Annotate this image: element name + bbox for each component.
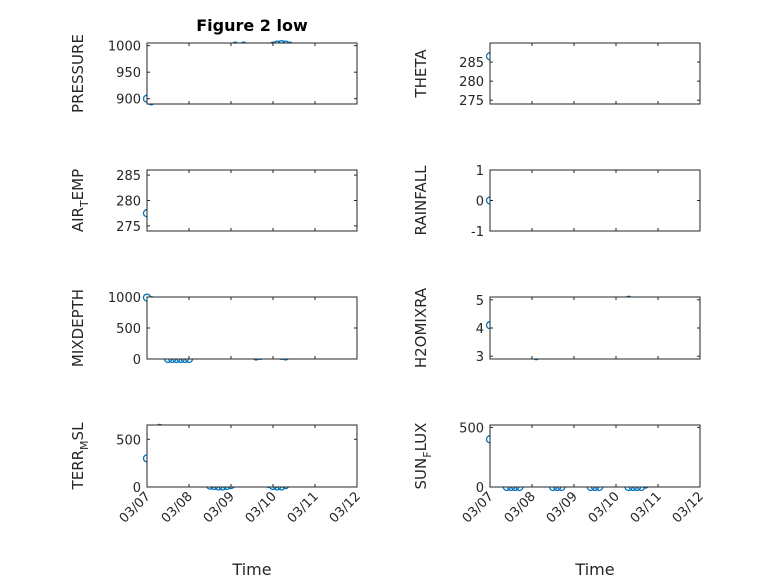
y-axis-label: AIRTEMP	[69, 169, 91, 232]
panel-rainfall: -1 0 1 RAINFALL	[412, 164, 701, 240]
x-tick-label: 03/11	[628, 489, 665, 526]
y-axis-label-main: H2OMIXRA	[412, 287, 430, 368]
axes-frame	[146, 169, 358, 232]
x-tick-label: 03/12	[327, 489, 364, 526]
x-tick-label: 03/11	[285, 489, 322, 526]
y-tick-label: 5	[476, 294, 484, 309]
y-axis-label-subscript: M	[78, 440, 91, 450]
y-axis-label: RAINFALL	[412, 165, 430, 236]
y-tick-label: 0	[133, 481, 141, 496]
y-axis-label: H2OMIXRA	[412, 287, 430, 368]
x-tick-label: 03/08	[502, 489, 539, 526]
axes-frame	[489, 169, 701, 232]
y-axis-label-main: TERR	[69, 450, 87, 491]
axes-frame	[489, 296, 701, 360]
panel-air-temp: 275 280 285 AIRTEMP	[69, 169, 358, 235]
panel-h2omixra: 3 4 5 H2OMIXRA	[412, 287, 701, 368]
y-axis-label: MIXDEPTH	[69, 289, 87, 367]
y-tick-label: 0	[476, 195, 484, 210]
y-axis-label-rest: EMP	[69, 169, 87, 200]
y-tick-label: 500	[116, 433, 141, 448]
axes-frame	[146, 296, 358, 360]
axes-frame	[146, 42, 358, 105]
axes-frame	[146, 424, 358, 488]
y-tick-label: 275	[459, 94, 484, 109]
y-tick-label: 280	[459, 75, 484, 90]
y-axis-label-main: RAINFALL	[412, 165, 430, 236]
y-tick-label: 4	[476, 322, 484, 337]
y-tick-label: -1	[471, 225, 484, 240]
y-tick-label: 280	[116, 195, 141, 210]
axes-frame	[489, 42, 701, 105]
y-tick-label: 900	[116, 93, 141, 108]
y-axis-label-main: PRESSURE	[69, 34, 87, 113]
axes-frame	[489, 424, 701, 488]
y-tick-label: 1000	[108, 40, 141, 55]
x-tick-label: 03/09	[544, 489, 581, 526]
y-tick-label: 285	[116, 169, 141, 184]
x-tick-label: 03/08	[159, 489, 196, 526]
x-axis-label-right: Time	[574, 560, 614, 579]
y-tick-label: 500	[116, 322, 141, 337]
y-tick-label: 0	[476, 481, 484, 496]
y-axis-label-main: THETA	[412, 49, 430, 99]
figure-title: Figure 2 low	[196, 16, 308, 35]
panel-theta: 275 280 285 THETA	[412, 42, 701, 109]
x-tick-label: 03/10	[243, 489, 280, 526]
x-tick-label: 03/12	[670, 489, 707, 526]
y-tick-label: 275	[116, 220, 141, 235]
y-axis-label-rest: SL	[69, 422, 87, 441]
y-axis-label-main: SUN	[412, 458, 430, 490]
y-axis-label-rest: LUX	[412, 423, 430, 452]
y-axis-label-subscript: F	[421, 451, 434, 457]
y-axis-label-main: MIXDEPTH	[69, 289, 87, 367]
y-tick-label: 1000	[108, 291, 141, 306]
y-tick-label: 950	[116, 66, 141, 81]
y-axis-label: THETA	[412, 49, 430, 99]
y-axis-label: TERRMSL	[69, 422, 91, 491]
y-tick-label: 285	[459, 56, 484, 71]
y-axis-label-subscript: T	[78, 200, 91, 208]
y-tick-label: 500	[459, 421, 484, 436]
panel-mixdepth: 0 500 1000 MIXDEPTH	[69, 289, 358, 368]
y-tick-label: 1	[476, 164, 484, 179]
x-tick-label: 03/10	[586, 489, 623, 526]
y-tick-label: 3	[476, 350, 484, 365]
y-axis-label: PRESSURE	[69, 34, 87, 113]
y-axis-label: SUNFLUX	[412, 423, 434, 490]
panel-pressure: 900 950 1000 PRESSURE	[69, 34, 358, 113]
y-axis-label-main: AIR	[69, 207, 87, 232]
x-axis-label-left: Time	[231, 560, 271, 579]
x-tick-label: 03/09	[201, 489, 238, 526]
y-tick-label: 0	[133, 353, 141, 368]
